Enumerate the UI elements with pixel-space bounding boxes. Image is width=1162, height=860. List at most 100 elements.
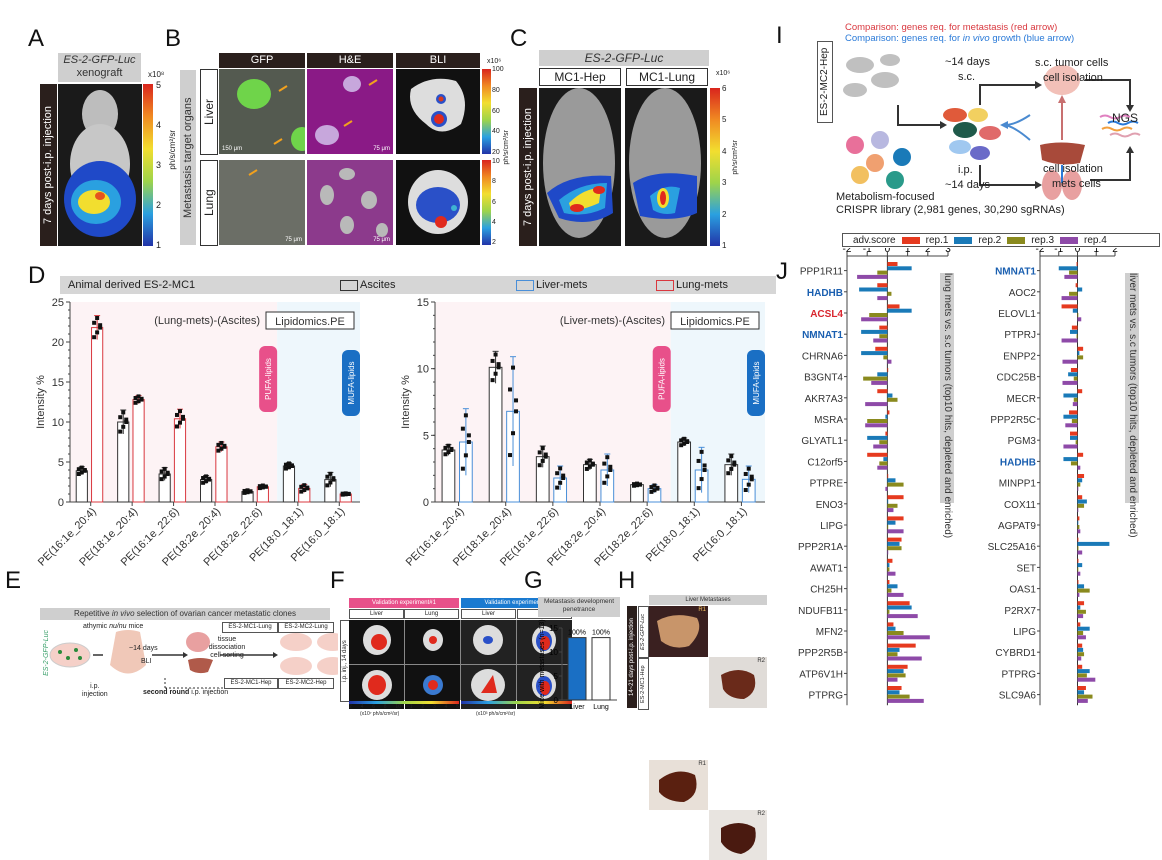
tick: 3: [432, 704, 436, 710]
bar-rep1: [1077, 495, 1083, 500]
bar-rep4: [873, 338, 888, 343]
liver-icon: [1040, 142, 1085, 165]
mice-suffix: mice: [126, 623, 144, 630]
x-tick-label: 1: [1093, 248, 1099, 255]
bar-rep1: [875, 346, 888, 351]
organs-icon: [186, 632, 213, 674]
dish-icon: [49, 642, 91, 668]
legend-title: adv.score: [853, 234, 896, 246]
dish-icon: [280, 633, 312, 651]
gene-label: PPP2R5C: [990, 415, 1036, 426]
bar-rep1: [1070, 368, 1078, 372]
y-tick-label: 10: [417, 364, 429, 376]
photo-tag: R2: [757, 811, 765, 817]
bar-rep1: [1077, 537, 1079, 542]
bar-rep3: [1077, 673, 1087, 678]
panel-b-row-liver: Liver: [200, 69, 218, 155]
data-point: [635, 481, 640, 486]
data-point: [219, 440, 224, 445]
tick: 5: [456, 704, 459, 710]
panel-d-lung-chart: PUFA-lipids MUFA-lipids 0 5 10 15 20 25 Intensit…: [35, 297, 360, 566]
pufa-label: PUFA-lipids: [658, 358, 667, 400]
colorbar-tick: 100: [492, 66, 504, 73]
bar-rep4: [871, 380, 888, 385]
bar-rep1: [1076, 262, 1078, 266]
panel-b-bottom-ticks: 10 8 6 4 2: [492, 158, 500, 246]
bar-rep4: [1077, 592, 1080, 597]
bar-rep2: [877, 372, 888, 377]
bar-rep3: [887, 588, 892, 593]
data-point: [263, 484, 268, 489]
bar-rep1: [885, 431, 888, 436]
gene-label: SET: [1017, 563, 1036, 574]
bar-rep4: [1077, 614, 1084, 619]
data-point: [299, 484, 304, 489]
tick: 3: [545, 704, 549, 710]
mc1-lung-mouse-image: [625, 88, 707, 246]
bli-liver-image: [396, 69, 480, 154]
chart-subtitle: (Lung-mets)-(Ascites): [154, 315, 260, 327]
data-point: [180, 414, 185, 419]
tick: 8: [496, 704, 499, 710]
bar-rep2: [887, 520, 896, 525]
colorbar-tick: 20: [492, 149, 500, 156]
process-line: cell sorting: [210, 652, 244, 659]
panel-i-ngs: NGS: [1112, 111, 1139, 125]
data-point: [679, 438, 684, 443]
x-tick-label: 3: [945, 248, 951, 255]
dish-icon: [280, 657, 312, 675]
tick: 2: [421, 704, 425, 710]
panel-c-side-label: 7 days post-i.p. injection: [519, 88, 537, 246]
data-point: [743, 488, 748, 492]
data-point: [508, 387, 513, 392]
data-point: [511, 365, 516, 370]
lipidomics-tag-box: [265, 311, 355, 330]
lipidomics-tag: Lipidomics.PE: [680, 316, 750, 328]
gene-label: MSRA: [814, 415, 843, 426]
colorbar-tick: 4: [722, 146, 727, 156]
bar-rep4: [1062, 380, 1078, 385]
bar-rep1: [1061, 304, 1078, 309]
bar-rep3: [879, 461, 888, 466]
bar-rep1: [879, 325, 888, 330]
data-point: [514, 398, 519, 403]
data-point: [496, 362, 501, 367]
bar-rep4: [1077, 698, 1088, 703]
comparison-blue-italic: in vivo: [962, 33, 990, 44]
bar-rep3: [887, 631, 904, 635]
clone-label: ES-2-MC1-Lung: [222, 622, 278, 633]
gene-label: ENPP2: [1003, 351, 1036, 362]
data-point: [283, 466, 288, 471]
panel-b-top-ticks: 100 80 60 40 20: [492, 66, 504, 156]
gene-label: NDUFB11: [798, 606, 843, 617]
data-point: [584, 466, 589, 471]
y-tick-label: 25: [52, 297, 64, 309]
gene-label: MFN2: [816, 627, 844, 638]
data-point: [159, 477, 164, 482]
gene-label: PPP2R1A: [798, 542, 843, 553]
bar-rep4: [1077, 635, 1086, 640]
data-point: [732, 462, 737, 467]
gene-label: LIPG: [820, 521, 843, 532]
panel-b-colorbar-bottom: [482, 160, 491, 245]
panel-h-row: ES-2-MC1-Hep: [638, 658, 649, 710]
header-italic: in vivo: [111, 609, 135, 618]
gene-label: C12orf5: [807, 457, 843, 468]
bar-rep1: [1077, 622, 1081, 627]
panel-f-scale2-ticks: 2 4 6 8 10 1 2 3 4 5: [461, 704, 572, 710]
bar-rep1: [887, 410, 890, 415]
data-point: [702, 468, 707, 472]
bar-rep4: [1077, 656, 1082, 661]
colorbar-tick: 1: [156, 240, 162, 250]
bar-rep2: [887, 647, 900, 652]
bar-rep4: [877, 465, 888, 470]
mc1-lung-graphic: [629, 88, 701, 238]
bar-rep4: [887, 614, 918, 619]
panel-a-colorbar-exp: x10⁸: [148, 70, 165, 79]
data-point: [652, 488, 657, 493]
x-tick-label: 2: [925, 248, 931, 255]
bar-rep2: [861, 351, 888, 356]
panel-b-header-he: H&E: [307, 53, 393, 68]
panel-e-header: Repetitive in vivo selection of ovarian …: [40, 608, 330, 620]
bar-rep3: [887, 503, 898, 508]
